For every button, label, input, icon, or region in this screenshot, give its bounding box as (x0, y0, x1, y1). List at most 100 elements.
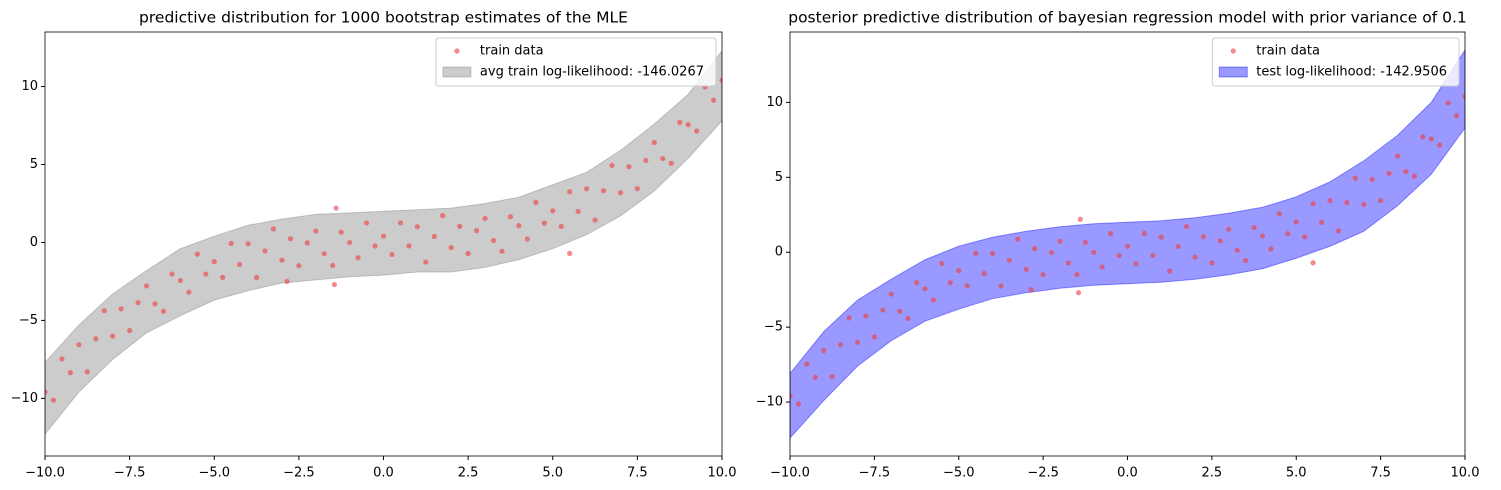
data-point (1310, 260, 1316, 266)
legend: train data avg train log-likelihood: -146… (435, 37, 717, 87)
data-point (211, 259, 217, 265)
data-point (313, 228, 319, 234)
data-point (50, 397, 57, 403)
data-point (423, 259, 429, 265)
data-point (1133, 261, 1139, 267)
legend-swatch (1218, 66, 1248, 78)
chart: posterior predictive distribution of bay… (756, 9, 1480, 481)
data-point (1015, 236, 1021, 242)
data-point (287, 236, 294, 242)
legend-label: test log-likelihood: -142.9506 (1256, 65, 1447, 80)
data-point (956, 268, 962, 274)
data-point (186, 289, 192, 295)
data-point (677, 119, 683, 126)
legend: train data test log-likelihood: -142.9506 (1211, 37, 1460, 87)
x-tick-label: 10.0 (1451, 466, 1480, 481)
x-tick-label: −10.0 (25, 466, 65, 481)
y-tick-label: 10 (21, 79, 38, 94)
data-point (989, 250, 996, 257)
legend-label: avg train log-likelihood: -146.0267 (480, 65, 704, 80)
data-point (152, 301, 158, 307)
data-point (330, 262, 336, 269)
data-point (194, 251, 200, 257)
x-tick-label: −7.5 (859, 466, 891, 481)
data-point (118, 306, 124, 312)
data-point (897, 308, 903, 314)
legend-marker (1230, 48, 1236, 54)
data-point (1411, 173, 1417, 179)
legend-marker (454, 48, 460, 54)
data-point (1065, 260, 1072, 266)
data-point (829, 373, 835, 380)
x-tick-label: 0.0 (373, 466, 394, 481)
data-point (541, 220, 547, 226)
data-point (600, 188, 607, 194)
data-point (1200, 234, 1207, 240)
data-point (1099, 264, 1105, 270)
x-tick-label: −7.5 (114, 466, 146, 481)
data-point (482, 215, 488, 222)
data-point (331, 281, 338, 288)
data-point (1234, 247, 1240, 253)
data-point (1183, 223, 1190, 230)
data-point (558, 223, 564, 229)
data-point (888, 291, 894, 297)
data-point (1077, 216, 1083, 222)
chart-title: posterior predictive distribution of bay… (788, 9, 1467, 27)
data-point (414, 224, 420, 230)
data-point (1268, 246, 1274, 252)
data-point (380, 233, 387, 239)
data-point (871, 334, 877, 340)
legend-label: train data (480, 44, 544, 59)
data-point (1453, 113, 1460, 119)
data-point (101, 308, 107, 314)
data-point (1420, 134, 1426, 140)
x-tick-label: −2.5 (1027, 466, 1059, 481)
data-point (473, 227, 480, 234)
data-point (694, 128, 700, 134)
x-tick-label: −5.0 (943, 466, 975, 481)
data-point (347, 239, 353, 246)
data-point (1445, 100, 1451, 106)
data-point (643, 157, 649, 164)
data-point (1361, 201, 1367, 208)
data-point (1082, 239, 1088, 245)
x-tick-label: 10.0 (708, 466, 737, 481)
x-tick-label: 7.5 (627, 466, 648, 481)
y-tick-label: −5 (19, 313, 38, 328)
chart-title: predictive distribution for 1000 bootstr… (139, 9, 628, 27)
data-point (685, 121, 691, 128)
data-point (1428, 136, 1434, 142)
data-point (228, 240, 234, 247)
data-point (1394, 153, 1401, 159)
data-point (930, 297, 937, 303)
data-point (660, 155, 666, 162)
data-point (550, 208, 556, 214)
data-point (567, 250, 573, 256)
data-point (584, 186, 590, 192)
data-point (846, 315, 852, 321)
data-point (804, 361, 810, 367)
data-point (1075, 290, 1082, 296)
data-point (465, 250, 471, 257)
x-tick-label: 7.5 (1370, 466, 1391, 481)
data-point (617, 190, 624, 196)
data-point (1310, 200, 1316, 207)
data-point (567, 189, 573, 195)
data-point (634, 186, 640, 192)
data-point (998, 283, 1004, 289)
data-point (1243, 258, 1249, 264)
data-point (821, 347, 827, 354)
data-point (913, 280, 920, 286)
data-point (1437, 142, 1443, 148)
data-point (1091, 249, 1097, 255)
data-point (1369, 176, 1375, 183)
data-point (964, 283, 970, 289)
data-point (355, 255, 361, 261)
data-point (905, 315, 911, 322)
data-point (838, 342, 844, 348)
data-point (284, 278, 290, 285)
data-point (1057, 238, 1063, 244)
data-point (507, 214, 514, 220)
